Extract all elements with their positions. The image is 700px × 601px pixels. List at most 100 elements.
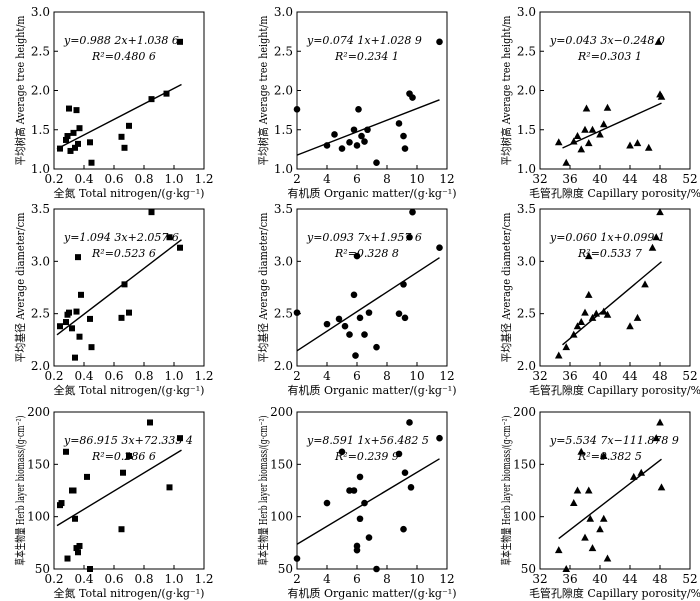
plot-frame: [53, 208, 205, 367]
data-point: [577, 145, 586, 153]
data-point: [569, 499, 578, 507]
data-point: [573, 132, 582, 140]
data-point: [554, 546, 563, 554]
data-point: [75, 254, 81, 261]
data-point: [596, 130, 604, 138]
data-point: [373, 343, 380, 351]
data-point: [75, 140, 81, 147]
plot-frame: [296, 208, 448, 367]
y-tick-label: 3.0: [274, 5, 293, 19]
regression-equation: y=0.074 1x+1.028 9: [306, 34, 422, 47]
y-axis-label: 平均树高 Average tree height/m: [256, 15, 270, 165]
regression-equation: y=0.060 1x+0.099 1: [549, 231, 665, 244]
y-tick-label: 3.5: [517, 202, 536, 216]
data-point: [126, 452, 132, 459]
data-point: [361, 138, 368, 145]
x-tick-label: 12: [439, 172, 454, 186]
regression-equation: y=0.988 2x+1.038 6: [63, 34, 179, 47]
x-tick-label: 12: [439, 572, 454, 586]
data-point: [73, 308, 80, 315]
x-tick-label: 6: [353, 572, 361, 586]
data-point: [148, 209, 155, 216]
scatter-panel: 0.2 0.4 0.6 0.8 1.0 1.2 50 100 150 200 y=86.915 3x…: [13, 405, 214, 600]
x-tick-label: 4: [323, 172, 331, 186]
data-point: [177, 38, 183, 45]
x-tick-label: 40: [592, 172, 607, 186]
y-tick-label: 1.0: [274, 162, 293, 176]
y-axis-label: 平均树高 Average tree height/m: [499, 15, 513, 165]
y-tick-label: 2.0: [31, 84, 50, 98]
data-point: [350, 126, 358, 134]
data-point: [177, 244, 183, 251]
data-point: [406, 233, 413, 241]
data-point: [120, 469, 126, 476]
data-point: [401, 145, 409, 152]
x-axis-label: 有机质 Organic matter/(g·kg⁻¹): [288, 186, 457, 200]
y-tick-label: 2.0: [274, 359, 293, 373]
data-point: [599, 120, 608, 128]
data-point: [57, 323, 63, 330]
r-squared-label: R²=0.328 8: [334, 247, 399, 260]
data-point: [654, 37, 663, 45]
data-point: [88, 344, 95, 351]
y-tick-label: 3.0: [517, 5, 536, 19]
y-axis-label: 平均树高 Average tree height/m: [13, 15, 27, 165]
y-axis-label: 平均基径 Average diameter/cm: [500, 212, 513, 362]
plot-frame: [296, 411, 448, 570]
x-tick-label: 36: [562, 172, 577, 186]
data-point: [72, 354, 78, 361]
regression-line: [56, 83, 182, 150]
data-point: [584, 252, 593, 260]
data-point: [554, 138, 563, 146]
x-tick-label: 48: [652, 572, 667, 586]
data-point: [644, 143, 653, 151]
data-point: [166, 234, 173, 241]
regression-line: [562, 261, 662, 346]
data-point: [331, 131, 338, 138]
data-point: [126, 309, 132, 316]
data-point: [118, 314, 125, 321]
x-tick-label: 52: [682, 572, 697, 586]
y-tick-label: 1.5: [274, 123, 293, 137]
x-tick-label: 8: [383, 369, 391, 383]
data-point: [573, 486, 582, 494]
x-tick-label: 1.0: [164, 572, 183, 586]
data-point: [364, 126, 371, 134]
x-tick-label: 44: [622, 172, 638, 186]
x-tick-label: 0.8: [134, 172, 153, 186]
data-point: [586, 514, 595, 522]
plot-frame: [539, 411, 691, 570]
y-tick-label: 100: [270, 510, 293, 524]
x-axis-label: 全氮 Total nitrogen/(g·kg⁻¹): [54, 586, 205, 600]
x-tick-label: 52: [682, 369, 697, 383]
x-tick-label: 32: [532, 369, 547, 383]
data-point: [121, 144, 128, 151]
regression-line: [558, 458, 662, 540]
r-squared-label: R²=0.234 1: [334, 50, 399, 63]
data-point: [353, 142, 361, 149]
data-point: [361, 499, 368, 507]
x-tick-label: 1.2: [194, 369, 213, 383]
data-point: [338, 145, 346, 152]
y-tick-label: 2.5: [31, 307, 50, 321]
data-point: [361, 331, 368, 338]
y-tick-label: 2.0: [31, 359, 50, 373]
x-tick-label: 2: [293, 369, 301, 383]
y-tick-label: 200: [27, 405, 50, 419]
scatter-panel: 2 4 6 8 10 12 2.0 2.5 3.0 3.5 y=0.093 7x+1.957 6 R²…: [257, 202, 456, 397]
x-tick-label: 0.4: [74, 369, 93, 383]
regression-line: [56, 449, 182, 527]
data-point: [126, 122, 132, 129]
r-squared-label: R²=0.286 6: [91, 450, 156, 463]
data-point: [554, 351, 563, 359]
data-point: [603, 103, 612, 111]
data-point: [365, 309, 373, 316]
data-point: [356, 515, 364, 523]
x-axis-label: 有机质 Organic matter/(g·kg⁻¹): [288, 586, 457, 600]
data-point: [637, 468, 646, 476]
y-tick-label: 1.0: [517, 162, 536, 176]
x-tick-label: 48: [652, 172, 667, 186]
y-tick-label: 2.0: [517, 359, 536, 373]
data-point: [395, 120, 403, 127]
data-point: [177, 435, 183, 442]
